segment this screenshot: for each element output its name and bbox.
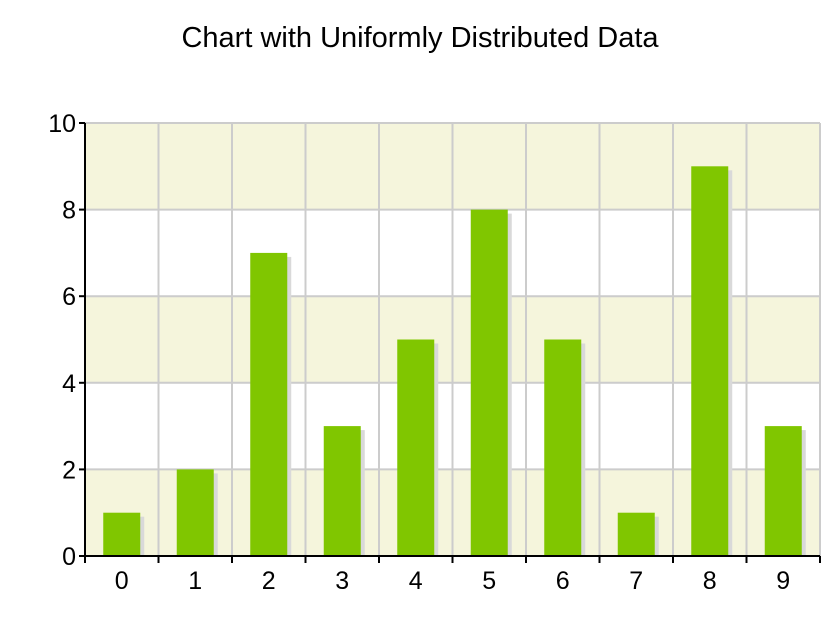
y-tick-label: 6 <box>62 283 76 311</box>
bars <box>103 166 802 557</box>
x-tick-label: 1 <box>188 567 202 595</box>
y-tick-label: 8 <box>62 197 76 225</box>
x-tick-label: 9 <box>776 567 790 595</box>
ticks <box>79 122 821 563</box>
x-tick-label: 2 <box>262 567 276 595</box>
bar-4 <box>397 339 435 556</box>
y-tick-label: 2 <box>62 456 76 484</box>
x-tick-label: 8 <box>703 567 717 595</box>
y-tick-label: 10 <box>48 110 76 138</box>
x-tick-label: 0 <box>115 567 129 595</box>
x-tick-label: 5 <box>482 567 496 595</box>
x-tick-label: 7 <box>629 567 643 595</box>
bar-7 <box>617 512 655 556</box>
bar-3 <box>323 426 361 556</box>
bar-0 <box>103 512 141 556</box>
tick-labels: 0 2 4 6 8 10 0 1 2 3 4 5 6 7 8 9 <box>48 110 790 595</box>
x-tick-label: 6 <box>556 567 570 595</box>
bar-5 <box>470 209 508 556</box>
bar-2 <box>250 252 288 556</box>
bar-1 <box>176 469 214 556</box>
chart-title: Chart with Uniformly Distributed Data <box>181 22 659 54</box>
bar-8 <box>691 166 729 557</box>
bar-6 <box>544 339 582 556</box>
y-tick-label: 0 <box>62 543 76 571</box>
x-tick-label: 4 <box>409 567 423 595</box>
x-tick-label: 3 <box>335 567 349 595</box>
bar-9 <box>764 426 802 556</box>
y-tick-label: 4 <box>62 370 76 398</box>
